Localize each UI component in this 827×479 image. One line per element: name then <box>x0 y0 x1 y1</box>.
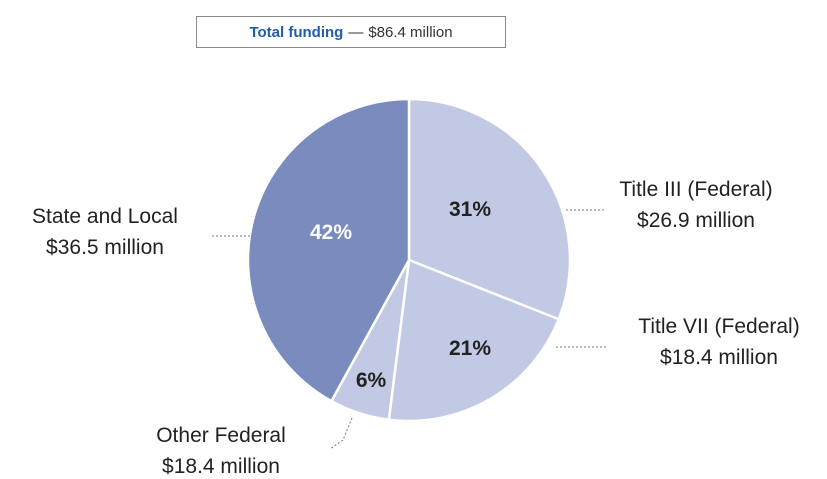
slice-percent-title7: 21% <box>449 337 491 360</box>
slice-percent-other: 6% <box>356 369 387 392</box>
slice-amount-title7: $18.4 million <box>660 346 778 369</box>
slice-label-title7: Title VII (Federal) <box>638 315 799 338</box>
slice-percent-state: 42% <box>310 221 352 244</box>
pie-slice-title3 <box>407 97 572 321</box>
slice-amount-title3: $26.9 million <box>637 209 755 232</box>
slice-amount-state: $36.5 million <box>46 236 164 259</box>
total-funding-separator: — <box>348 23 364 41</box>
slice-label-state: State and Local <box>32 205 178 228</box>
slice-amount-other: $18.4 million <box>162 455 280 478</box>
slice-percent-title3: 31% <box>449 198 491 221</box>
pie-slice-state <box>246 97 411 403</box>
slice-label-other: Other Federal <box>156 424 286 447</box>
total-funding-box: Total funding — $86.4 million <box>196 16 506 48</box>
total-funding-label: Total funding <box>249 23 344 41</box>
total-funding-value: $86.4 million <box>368 23 453 41</box>
slice-label-title3: Title III (Federal) <box>619 178 772 201</box>
leader-line-other <box>329 417 353 450</box>
pie-slice-title7 <box>387 258 560 423</box>
